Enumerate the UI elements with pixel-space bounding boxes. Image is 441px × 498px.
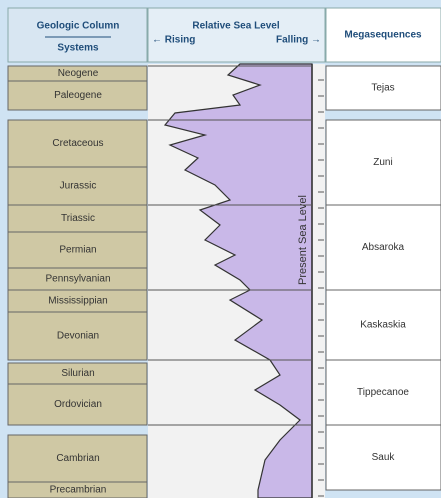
system-cell bbox=[7, 383, 148, 426]
system-label: Permian bbox=[59, 245, 96, 256]
system-label: Pennsylvanian bbox=[45, 274, 110, 285]
system-label: Devonian bbox=[57, 331, 99, 342]
header-title: Geologic Column bbox=[37, 21, 120, 32]
header-label: ← Rising bbox=[152, 35, 195, 46]
system-label: Jurassic bbox=[60, 181, 97, 192]
present-sea-level-label: Present Sea Level bbox=[297, 195, 309, 285]
header-title: Megasequences bbox=[344, 30, 422, 41]
header-label: Falling → bbox=[276, 35, 321, 46]
system-label: Ordovician bbox=[54, 399, 102, 410]
header-title: Relative Sea Level bbox=[192, 21, 279, 32]
system-label: Silurian bbox=[61, 368, 94, 379]
system-label: Paleogene bbox=[54, 90, 102, 101]
megasequence-label: Absaroka bbox=[362, 242, 405, 253]
megasequence-cell bbox=[325, 65, 441, 111]
system-label: Neogene bbox=[58, 68, 99, 79]
megasequence-label: Kaskaskia bbox=[360, 320, 406, 331]
system-label: Precambrian bbox=[50, 485, 107, 496]
system-cell bbox=[7, 119, 148, 168]
system-cell bbox=[7, 80, 148, 111]
system-label: Mississippian bbox=[48, 296, 107, 307]
system-label: Cambrian bbox=[56, 453, 99, 464]
system-label: Triassic bbox=[61, 213, 95, 224]
megasequence-label: Tejas bbox=[371, 83, 394, 94]
system-cell bbox=[7, 481, 148, 498]
megasequence-cell bbox=[325, 204, 441, 291]
header-title: Systems bbox=[57, 43, 99, 54]
megasequence-label: Sauk bbox=[372, 452, 396, 463]
megasequence-label: Zuni bbox=[373, 157, 392, 168]
system-cell bbox=[7, 434, 148, 483]
header-cell bbox=[147, 7, 326, 63]
megasequence-label: Tippecanoe bbox=[357, 387, 409, 398]
header-cell bbox=[325, 7, 441, 63]
megasequence-cell bbox=[325, 289, 441, 361]
megasequence-cell bbox=[325, 424, 441, 491]
header-cell bbox=[7, 7, 148, 63]
system-cell bbox=[7, 311, 148, 361]
system-cell bbox=[7, 204, 148, 233]
sea-level-curve bbox=[163, 63, 313, 498]
system-cell bbox=[7, 231, 148, 269]
system-cell bbox=[7, 166, 148, 206]
system-label: Cretaceous bbox=[52, 138, 103, 149]
megasequence-cell bbox=[325, 119, 441, 206]
